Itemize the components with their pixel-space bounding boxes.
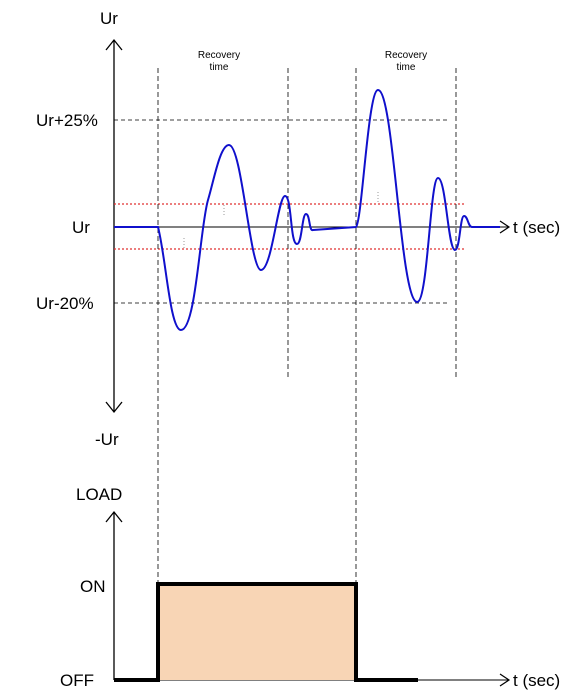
load-axis-up-arrow	[105, 510, 123, 523]
load-step-line	[114, 582, 418, 682]
level-minus-label: Ur-20%	[36, 294, 94, 313]
voltage-axis-down-arrow	[105, 401, 123, 414]
time-axis-arrow	[499, 220, 511, 234]
load-on-label: ON	[80, 577, 106, 596]
load-time-axis-label: t (sec)	[513, 671, 560, 690]
level-plus-label: Ur+25%	[36, 111, 98, 130]
voltage-axis-bottom-label: -Ur	[95, 430, 119, 449]
recovery-label-2-line2: time	[397, 62, 416, 73]
time-axis-label: t (sec)	[513, 218, 560, 237]
load-off-label: OFF	[60, 671, 94, 690]
load-axis-title: LOAD	[76, 485, 122, 504]
recovery-label-1-line2: time	[210, 62, 229, 73]
recovery-label-1-line1: Recovery	[198, 50, 240, 61]
recovery-label-2-line1: Recovery	[385, 50, 427, 61]
voltage-waveform	[114, 88, 500, 332]
voltage-axis-top-label: Ur	[100, 9, 118, 28]
level-nominal-label: Ur	[72, 218, 90, 237]
voltage-axis-up-arrow	[105, 38, 123, 51]
load-on-region	[158, 584, 356, 680]
load-time-axis-arrow	[499, 673, 511, 687]
